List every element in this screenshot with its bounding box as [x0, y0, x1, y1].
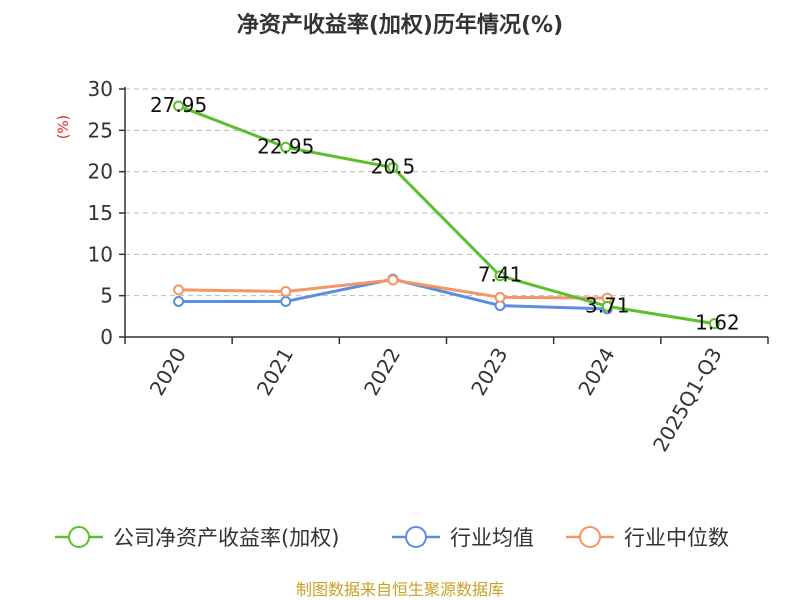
data-point	[174, 297, 183, 306]
data-point	[388, 275, 397, 284]
source-note: 制图数据来自恒生聚源数据库	[296, 580, 504, 599]
data-point	[174, 285, 183, 294]
legend-label: 公司净资产收益率(加权)	[113, 526, 339, 550]
x-tick-label: 2023	[466, 344, 512, 400]
y-tick-label: 30	[88, 77, 113, 101]
data-point	[281, 297, 290, 306]
data-label: 3.71	[585, 293, 630, 317]
x-tick-label: 2020	[145, 344, 191, 400]
y-tick-label: 0	[100, 325, 113, 349]
x-tick-label: 2022	[359, 344, 405, 400]
data-label: 1.62	[695, 311, 740, 335]
legend: 公司净资产收益率(加权) 行业均值 行业中位数	[55, 526, 729, 550]
x-tick-label: 2024	[573, 344, 619, 400]
data-point	[496, 293, 505, 302]
legend-marker	[406, 527, 426, 547]
data-label: 7.41	[478, 263, 523, 287]
y-tick-label: 25	[88, 118, 113, 142]
y-axis-label: (%)	[56, 115, 72, 139]
series-layer	[174, 101, 719, 328]
legend-item: 公司净资产收益率(加权)	[55, 526, 339, 550]
y-tick-label: 10	[88, 242, 113, 266]
legend-marker	[69, 527, 89, 547]
legend-label: 行业中位数	[624, 526, 729, 550]
legend-label: 行业均值	[450, 526, 534, 550]
y-tick-label: 20	[88, 160, 113, 184]
x-tick-label: 2025Q1-Q3	[648, 344, 727, 456]
legend-item: 行业中位数	[566, 526, 729, 550]
data-label: 20.5	[371, 155, 416, 179]
data-label: 27.95	[150, 93, 207, 117]
grid-lines	[125, 89, 768, 296]
y-tick-label: 5	[100, 284, 113, 308]
data-point	[281, 287, 290, 296]
legend-marker	[580, 527, 600, 547]
axes: 0 5 10 15 20 25 30 2020 2021 2022 2023 2024 2025Q1-Q…	[88, 77, 768, 456]
x-tick-label: 2021	[252, 344, 298, 400]
legend-item: 行业均值	[392, 526, 534, 550]
y-tick-label: 15	[88, 201, 113, 225]
chart-title: 净资产收益率(加权)历年情况(%)	[237, 12, 563, 38]
data-label: 22.95	[257, 134, 314, 158]
